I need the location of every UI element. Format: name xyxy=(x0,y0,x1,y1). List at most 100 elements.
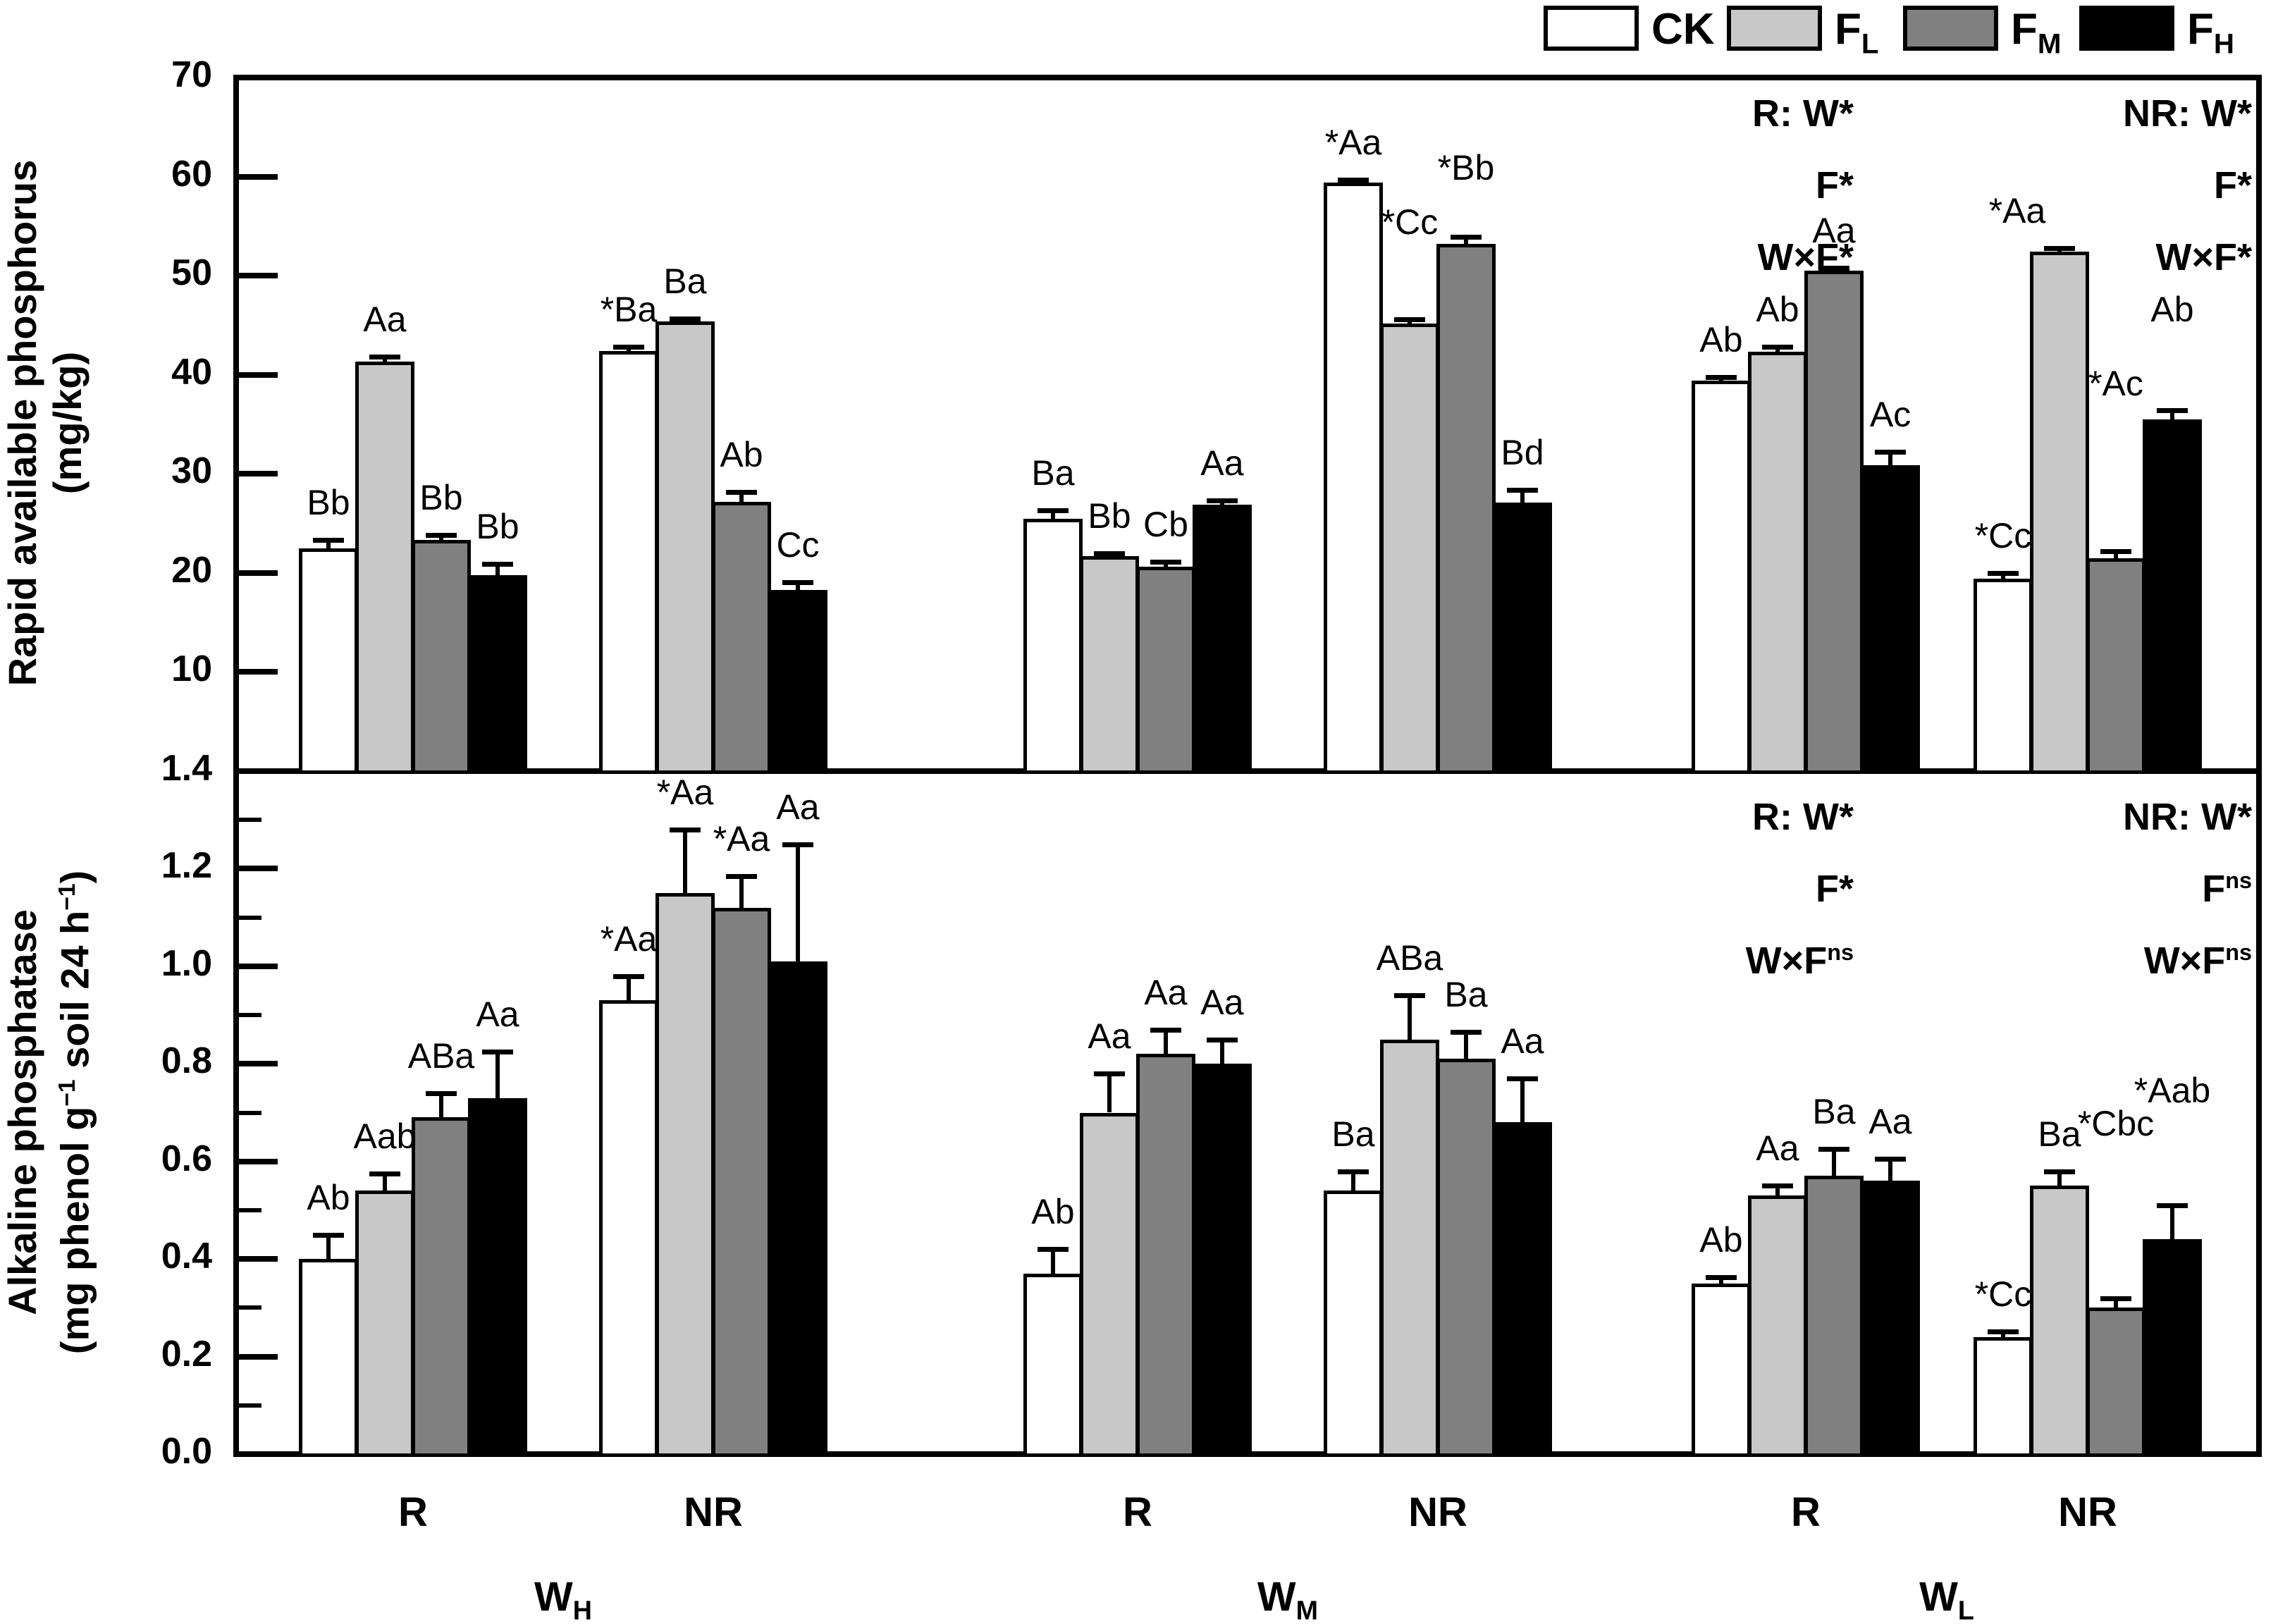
stat-label-WM-NR-FH: Bd xyxy=(1501,432,1544,472)
error-bar-cap-WH-NR-FM xyxy=(726,873,757,879)
stat-label-WM-R-FM: Aa xyxy=(1144,972,1188,1012)
error-bar-cap-WL-NR-FL xyxy=(2044,1169,2075,1174)
error-bar-cap-WL-NR-FH xyxy=(2157,1203,2188,1208)
error-bar-cap-WH-NR-FL xyxy=(670,828,701,833)
frame-right xyxy=(2256,75,2262,1457)
legend-swatch-FL xyxy=(1727,6,1822,51)
bar-WM-NR-CK xyxy=(1324,183,1383,774)
error-bar-stem-WM-R-FL xyxy=(1107,1074,1112,1113)
error-bar-cap-WM-R-FM xyxy=(1150,1027,1181,1033)
y-tick-label-alkaline-phosphatase: 0.6 xyxy=(161,1138,212,1179)
stat-label-WM-NR-FH: Aa xyxy=(1501,1021,1544,1062)
bar-WM-NR-CK xyxy=(1324,1191,1383,1457)
x-label-R-2: R xyxy=(1123,1489,1152,1535)
bar-WL-R-FH xyxy=(1861,1181,1920,1457)
stat-label-WL-NR-FL: *Aa xyxy=(1988,190,2046,230)
error-bar-stem-WM-NR-FM xyxy=(1464,1032,1468,1059)
error-bar-stem-WH-R-CK xyxy=(326,1234,331,1260)
bar-WL-NR-FL xyxy=(2030,1186,2089,1457)
error-bar-cap-WH-NR-CK xyxy=(613,973,644,979)
error-bar-stem-WM-NR-CK xyxy=(1351,1171,1355,1191)
error-bar-stem-WL-NR-FH xyxy=(2170,410,2174,419)
error-bar-stem-WH-NR-FH xyxy=(796,844,800,961)
error-bar-cap-WM-NR-FM xyxy=(1451,1030,1482,1035)
bar-WH-R-FH xyxy=(468,574,527,774)
annotation-alkaline-phosphatase-R-1: F* xyxy=(1816,868,1854,910)
stat-label-WH-R-FH: Aa xyxy=(476,994,519,1034)
y-tick-minor-alkaline-phosphatase xyxy=(239,1305,261,1310)
bar-WH-NR-CK xyxy=(599,1000,658,1457)
stat-label-WH-R-FH: Bb xyxy=(476,507,519,547)
y-tick-label-rapid-available-phosphorus: 60 xyxy=(171,153,212,195)
error-bar-cap-WM-NR-FM xyxy=(1451,235,1482,240)
legend-swatch-CK xyxy=(1544,6,1639,51)
error-bar-cap-WM-NR-FH xyxy=(1507,487,1538,493)
bar-WL-NR-CK xyxy=(1974,579,2033,774)
y-tick-major-rapid-available-phosphorus xyxy=(239,471,278,477)
bar-WL-NR-CK xyxy=(1974,1336,2033,1457)
stat-label-WL-R-FM: Ba xyxy=(1812,1092,1856,1132)
stat-label-WH-NR-FM: Ab xyxy=(720,434,763,474)
stat-label-WH-R-FL: Aab xyxy=(353,1116,417,1157)
stat-label-WH-NR-FH: Cc xyxy=(776,524,820,565)
stat-label-WM-NR-FM: Ba xyxy=(1444,975,1488,1015)
error-bar-cap-WM-R-CK xyxy=(1038,1247,1069,1253)
stat-label-WM-NR-FL: ABa xyxy=(1376,938,1443,978)
error-bar-cap-WL-NR-CK xyxy=(1988,1329,2019,1334)
error-bar-cap-WM-NR-FH xyxy=(1507,1076,1538,1082)
legend-label-FM: FM xyxy=(2011,5,2062,60)
error-bar-stem-WH-R-CK xyxy=(326,540,331,548)
error-bar-cap-WL-R-FL xyxy=(1762,1183,1793,1189)
error-bar-cap-WL-NR-FM xyxy=(2100,548,2131,554)
error-bar-cap-WL-R-FH xyxy=(1875,450,1906,455)
error-bar-stem-WL-R-FL xyxy=(1775,1186,1780,1196)
stat-label-WH-NR-CK: *Ba xyxy=(600,290,658,330)
legend-swatch-FM xyxy=(1903,6,1998,51)
stat-label-WH-R-CK: Ab xyxy=(307,1177,350,1217)
stat-label-WL-R-FL: Aa xyxy=(1756,1128,1799,1169)
error-bar-cap-WM-NR-FL xyxy=(1394,317,1425,322)
bar-WH-NR-FM xyxy=(712,907,771,1457)
y-tick-label-alkaline-phosphatase: 1.4 xyxy=(161,748,212,789)
error-bar-cap-WM-R-FL xyxy=(1094,550,1125,556)
error-bar-stem-WL-R-FH xyxy=(1888,452,1892,465)
stat-label-WM-NR-CK: *Aa xyxy=(1324,122,1382,162)
error-bar-cap-WH-NR-FM xyxy=(726,489,757,495)
error-bar-cap-WH-R-FH xyxy=(482,1049,513,1054)
x-label-NR-1: NR xyxy=(684,1489,743,1535)
stat-label-WH-R-FL: Aa xyxy=(363,300,407,340)
error-bar-stem-WL-NR-FM xyxy=(2114,550,2118,558)
error-bar-cap-WH-R-FM xyxy=(426,1090,457,1096)
error-bar-stem-WL-R-CK xyxy=(1719,1277,1723,1284)
error-bar-stem-WH-R-FH xyxy=(495,564,500,575)
bar-WM-NR-FM xyxy=(1436,1059,1496,1457)
error-bar-stem-WL-R-FM xyxy=(1832,1149,1836,1176)
y-tick-minor-alkaline-phosphatase xyxy=(239,818,261,823)
section-label-0: WH xyxy=(534,1574,592,1624)
stat-label-WL-R-CK: Ab xyxy=(1699,1220,1743,1260)
y-tick-minor-alkaline-phosphatase xyxy=(239,1403,261,1408)
frame-top xyxy=(233,75,2262,80)
stat-label-WH-NR-FH: Aa xyxy=(776,787,820,827)
error-bar-stem-WH-NR-FM xyxy=(739,875,744,908)
error-bar-stem-WH-R-FL xyxy=(383,1174,387,1191)
bar-WM-NR-FH xyxy=(1493,503,1552,774)
y-axis-line xyxy=(233,75,239,1457)
error-bar-cap-WM-R-CK xyxy=(1038,508,1069,514)
bar-WM-R-FH xyxy=(1193,1064,1252,1457)
stat-label-WM-R-FH: Aa xyxy=(1200,982,1244,1022)
error-bar-cap-WL-R-CK xyxy=(1706,374,1737,380)
bar-WH-NR-FH xyxy=(768,589,827,774)
bar-WM-R-CK xyxy=(1023,1273,1083,1457)
error-bar-stem-WM-NR-FL xyxy=(1408,995,1412,1040)
bar-WH-NR-FL xyxy=(655,893,715,1457)
section-label-2: WL xyxy=(1919,1574,1974,1624)
y-tick-major-alkaline-phosphatase xyxy=(239,1353,278,1360)
annotation-alkaline-phosphatase-NR-0: NR: W* xyxy=(2123,796,2252,838)
error-bar-cap-WL-NR-FH xyxy=(2157,408,2188,414)
y-tick-major-alkaline-phosphatase xyxy=(239,1158,278,1164)
bar-WM-NR-FM xyxy=(1436,244,1496,774)
error-bar-cap-WH-NR-FH xyxy=(782,842,813,847)
bar-WL-R-CK xyxy=(1692,1283,1751,1457)
stat-label-WH-R-FM: Bb xyxy=(419,478,463,518)
